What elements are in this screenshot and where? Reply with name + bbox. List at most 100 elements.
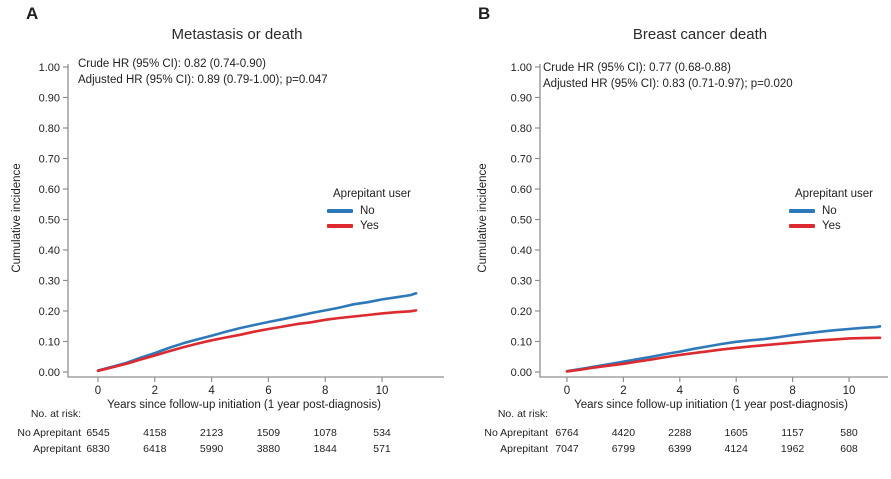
x-axis-label: Years since follow-up initiation (1 year… (107, 399, 381, 411)
legend-label-yes: Yes (360, 219, 379, 232)
x-tick-label: 4 (677, 385, 684, 397)
risk-count: 5990 (199, 443, 224, 455)
y-tick-label: 0.10 (39, 337, 60, 349)
y-tick-label: 0.90 (39, 93, 60, 105)
risk-count: 534 (373, 427, 391, 439)
crude-hr-text: Crude HR (95% CI): 0.82 (0.74-0.90) (78, 58, 266, 70)
y-tick-label: 0.70 (511, 154, 532, 166)
x-tick-label: 6 (733, 385, 739, 397)
axis-line (67, 64, 444, 378)
risk-count: 608 (840, 443, 858, 455)
risk-count: 3880 (256, 443, 281, 455)
yes-line-swatch (789, 223, 815, 228)
x-tick-label: 8 (789, 385, 795, 397)
risk-count: 4420 (611, 427, 636, 439)
chart-title: Metastasis or death (171, 26, 303, 43)
y-tick-label: 0.60 (511, 184, 532, 196)
no-line-swatch (789, 208, 815, 213)
y-tick-label: 0.80 (511, 123, 532, 135)
risk-count: 1509 (256, 427, 281, 439)
x-tick-label: 10 (843, 385, 856, 397)
x-tick-label: 0 (564, 385, 570, 397)
y-tick-label: 0.90 (511, 93, 532, 105)
risk-count: 6418 (143, 443, 167, 455)
risk-count: 1605 (724, 427, 748, 439)
y-tick-label: 0.20 (39, 306, 60, 318)
risk-table-heading: No. at risk: (30, 408, 81, 420)
risk-count: 6830 (86, 443, 110, 455)
hr-annotation: Crude HR (95% CI): 0.82 (0.74-0.90) Adju… (78, 57, 328, 88)
plot-area: 0.00 0.10 0.20 0.30 0.40 0.50 0.60 0.70 0.80 0.90… (511, 62, 888, 397)
risk-count: 2288 (668, 427, 692, 439)
risk-table-heading: No. at risk: (497, 408, 548, 420)
series-line-no (96, 291, 418, 372)
risk-row-label-aprepitant: Aprepitant (33, 443, 81, 455)
risk-count: 1078 (313, 427, 337, 439)
legend: Aprepitant user No Yes (789, 188, 873, 233)
legend-label-no: No (822, 204, 837, 217)
risk-count: 2123 (199, 427, 224, 439)
y-tick-label: 0.10 (511, 337, 532, 349)
risk-count: 7047 (555, 443, 579, 455)
y-tick-label: 0.50 (511, 215, 532, 227)
x-tick-label: 2 (620, 385, 626, 397)
y-tick-label: 0.80 (39, 123, 60, 135)
adjusted-hr-text: Adjusted HR (95% CI): 0.83 (0.71-0.97); … (543, 77, 793, 90)
y-tick-label: 0.30 (511, 276, 532, 288)
risk-count: 1157 (781, 427, 804, 439)
plot-area: 0.00 0.10 0.20 0.30 0.40 0.50 0.60 0.70 0.80 0.90… (39, 62, 444, 397)
y-tick-label: 0.60 (39, 184, 60, 196)
panel-b: B Breast cancer death Cumulative inciden… (446, 0, 891, 479)
y-tick-label: 0.70 (39, 154, 60, 166)
x-tick-label: 10 (376, 385, 389, 397)
risk-count: 6764 (555, 427, 579, 439)
y-tick-label: 0.00 (39, 367, 60, 379)
y-tick-label: 1.00 (39, 62, 60, 74)
legend-label-yes: Yes (822, 219, 841, 232)
legend-label-no: No (360, 204, 375, 217)
risk-row-label-no-aprepitant: No Aprepitant (17, 427, 81, 439)
adjusted-hr-text: Adjusted HR (95% CI): 0.89 (0.79-1.00); … (78, 73, 328, 86)
series-line-yes (96, 309, 418, 373)
risk-count: 6399 (668, 443, 692, 455)
risk-count: 6799 (611, 443, 636, 455)
y-tick-label: 0.40 (39, 245, 60, 257)
legend-entry-yes: Yes (789, 218, 873, 233)
risk-row-label-aprepitant: Aprepitant (500, 443, 548, 455)
y-tick-label: 1.00 (511, 62, 532, 74)
y-tick-label: 0.20 (511, 306, 532, 318)
legend-entry-no: No (327, 203, 411, 218)
axis-line (539, 64, 888, 378)
y-tick-label: 0.30 (39, 276, 60, 288)
risk-count: 6545 (86, 427, 110, 439)
risk-count: 580 (840, 427, 858, 439)
x-tick-label: 2 (152, 385, 158, 397)
yes-line-swatch (327, 223, 353, 228)
x-tick-label: 6 (265, 385, 271, 397)
x-tick-label: 0 (95, 385, 101, 397)
legend-title: Aprepitant user (333, 188, 411, 200)
x-tick-label: 4 (208, 385, 215, 397)
series-line-no (565, 324, 882, 373)
y-tick-label: 0.50 (39, 215, 60, 227)
risk-count: 1844 (313, 443, 337, 455)
risk-row-label-no-aprepitant: No Aprepitant (484, 427, 548, 439)
panel-b-label: B (478, 4, 491, 23)
x-axis-label: Years since follow-up initiation (1 year… (574, 399, 848, 411)
panel-a-label: A (26, 4, 39, 23)
y-tick-label: 0.00 (511, 367, 532, 379)
panel-a: A Metastasis or death Cumulative inciden… (11, 4, 444, 455)
hr-annotation: Crude HR (95% CI): 0.77 (0.68-0.88) Adju… (543, 61, 793, 92)
risk-count: 4158 (143, 427, 167, 439)
risk-count: 571 (373, 443, 391, 455)
legend: Aprepitant user No Yes (327, 188, 411, 233)
y-tick-label: 0.40 (511, 245, 532, 257)
crude-hr-text: Crude HR (95% CI): 0.77 (0.68-0.88) (543, 62, 731, 74)
series-line-yes (565, 336, 882, 373)
legend-entry-yes: Yes (327, 218, 411, 233)
chart-title: Breast cancer death (632, 26, 768, 43)
risk-count: 4124 (724, 443, 748, 455)
risk-count: 1962 (780, 443, 805, 455)
legend-title: Aprepitant user (795, 188, 873, 200)
